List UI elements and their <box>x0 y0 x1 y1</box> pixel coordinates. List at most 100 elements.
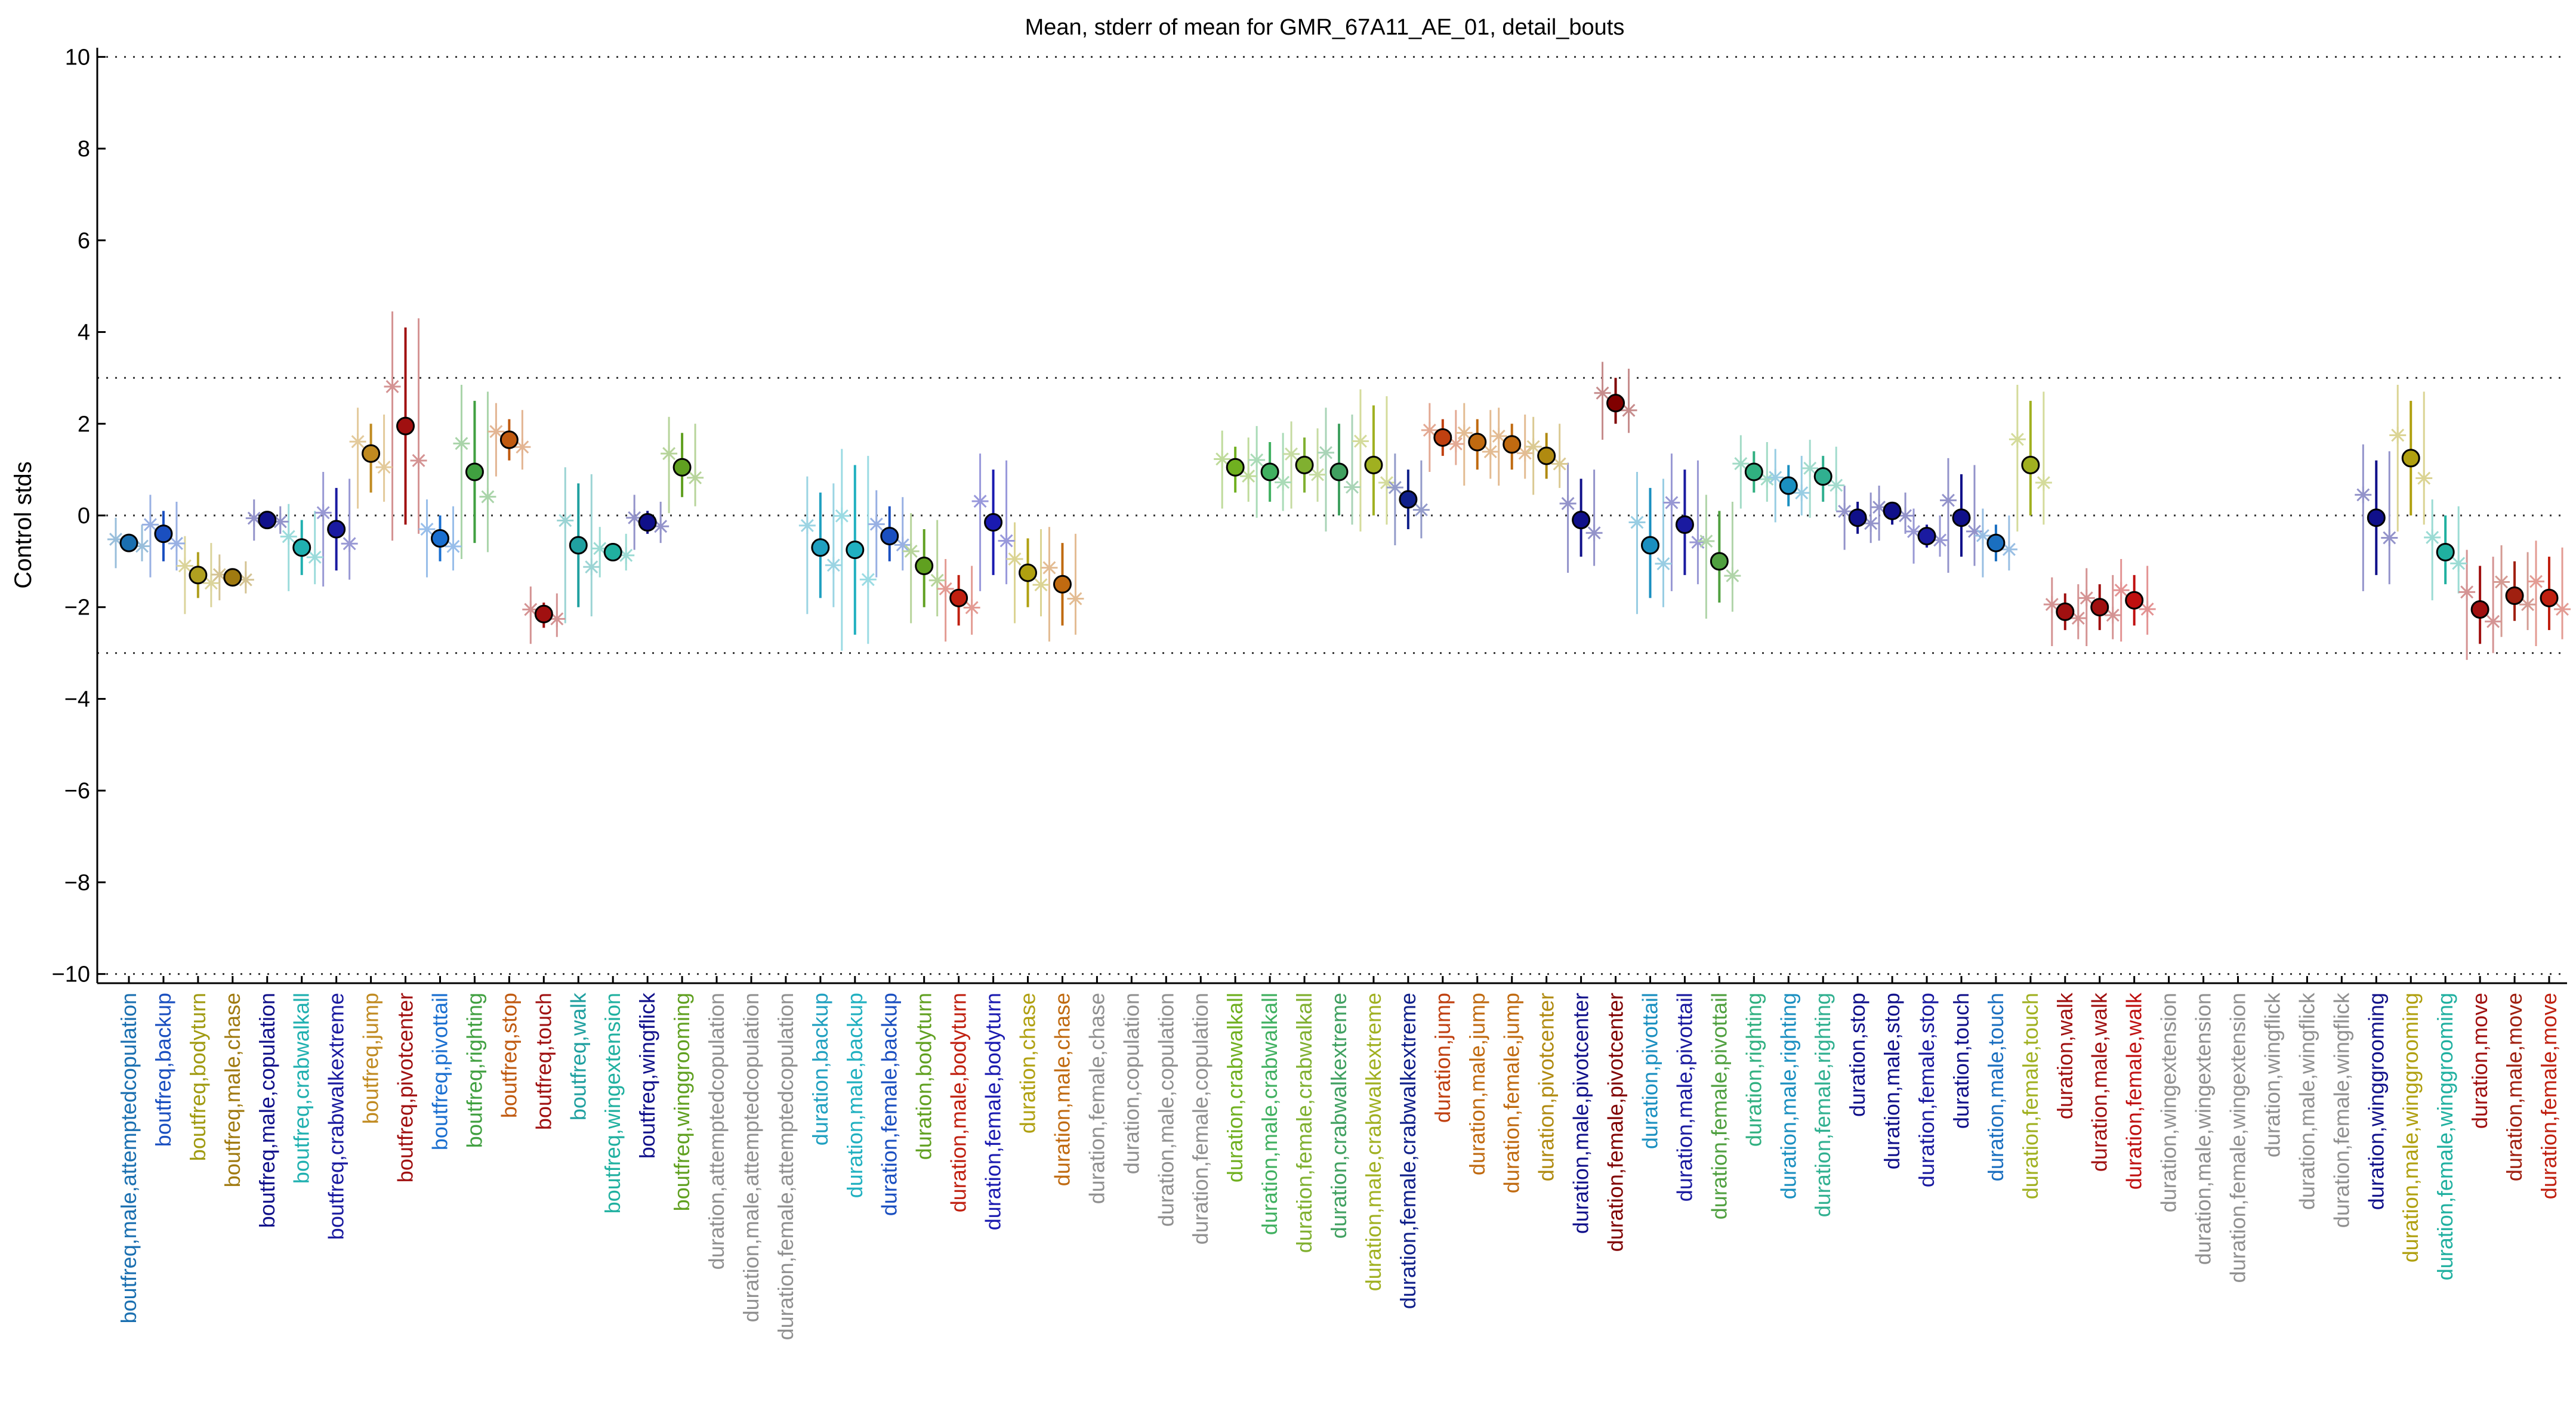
sample-mark-stroke <box>1942 493 1955 507</box>
sample-mark-stroke <box>135 539 149 553</box>
sample-mark-stroke <box>1242 470 1255 483</box>
mean-point <box>2540 588 2559 607</box>
sample-mark-stroke <box>273 515 287 529</box>
sample-mark <box>1585 524 1603 542</box>
y-tick-label: −10 <box>52 962 90 987</box>
sample-mark-stroke <box>2106 609 2120 622</box>
category-label: duration,male,winggrooming <box>2398 993 2423 1262</box>
sample-mark-stroke <box>2080 591 2093 605</box>
mean-point <box>1883 501 1902 520</box>
sample-mark-stroke <box>1034 578 1048 592</box>
y-tick-label: −8 <box>64 870 90 895</box>
sample-mark <box>1378 474 1395 492</box>
sample-mark-stroke <box>1492 430 1506 443</box>
sample-mark <box>2450 555 2467 572</box>
mean-point <box>569 536 588 555</box>
category-label: boutfreq,walk <box>566 992 590 1120</box>
mean-point <box>119 533 138 552</box>
category-label: duration,touch <box>1949 993 1973 1129</box>
sample-mark-stroke <box>1553 457 1566 471</box>
sample-mark <box>479 488 496 505</box>
mean-point <box>672 458 692 477</box>
category-label: duration,male,crabwalkall <box>1257 993 1282 1235</box>
sample-mark <box>937 580 954 597</box>
sample-mark-stroke <box>2010 433 2024 446</box>
sample-mark-stroke <box>1346 480 1359 494</box>
sample-mark <box>2381 529 2398 546</box>
sample-mark-stroke <box>1726 569 1739 583</box>
sample-mark-stroke <box>896 538 909 552</box>
mean-point <box>2436 542 2455 561</box>
sample-mark-stroke <box>1587 526 1601 540</box>
category-label: duration,righting <box>1741 993 1766 1147</box>
sample-mark-stroke <box>628 511 641 524</box>
category-label: boutfreq,bodyturn <box>186 993 210 1161</box>
sample-mark <box>1447 436 1464 453</box>
sample-mark <box>1490 428 1507 445</box>
sample-mark <box>859 571 877 588</box>
category-label: duration,male,pivotcenter <box>1569 993 1593 1234</box>
category-label: boutfreq,winggrooming <box>670 993 694 1211</box>
sample-mark-stroke <box>109 533 122 546</box>
category-label: duration,female,chase <box>1084 993 1109 1204</box>
sample-mark-stroke <box>1449 437 1463 451</box>
sample-mark <box>1516 444 1534 462</box>
sample-mark <box>1732 455 1750 473</box>
sample-mark <box>280 528 297 545</box>
sample-mark-stroke <box>385 380 399 393</box>
category-label: boutfreq,male,attemptedcopulation <box>116 993 141 1323</box>
sample-mark <box>2519 596 2537 613</box>
sample-mark-stroke <box>282 530 295 543</box>
sample-mark <box>661 445 678 462</box>
category-label: boutfreq,righting <box>462 993 486 1148</box>
sample-mark-stroke <box>1656 557 1670 570</box>
sample-mark <box>1628 514 1646 531</box>
sample-mark <box>1793 484 1810 502</box>
sample-mark <box>1412 501 1430 518</box>
mean-point <box>846 541 865 560</box>
sample-mark-stroke <box>1769 471 1782 484</box>
category-label: duration,pivottail <box>1637 993 1662 1149</box>
mean-point <box>1503 435 1522 454</box>
mean-point <box>1053 575 1072 594</box>
sample-mark-stroke <box>1838 505 1852 518</box>
category-label: duration,female,pivotcenter <box>1603 993 1628 1252</box>
sample-mark <box>1214 450 1231 468</box>
category-label: duration,wingextension <box>2157 993 2181 1212</box>
sample-mark <box>2493 573 2510 591</box>
sample-mark-stroke <box>930 573 944 587</box>
sample-mark <box>2112 582 2130 599</box>
sample-mark-stroke <box>1872 501 1886 514</box>
sample-mark-stroke <box>800 518 814 532</box>
sample-mark-stroke <box>1699 535 1713 548</box>
category-label: duration,female,crabwalkall <box>1292 993 1316 1253</box>
mean-point <box>189 566 208 585</box>
sample-mark <box>963 599 980 616</box>
category-label: duration,copulation <box>1119 993 1143 1174</box>
sample-mark <box>168 535 185 552</box>
sample-mark-stroke <box>593 542 607 555</box>
sample-mark-stroke <box>2486 614 2500 628</box>
sample-mark-stroke <box>2556 603 2569 616</box>
category-label: duration,male,crabwalkextreme <box>1361 993 1386 1291</box>
sample-mark-stroke <box>308 550 322 564</box>
mean-point <box>1019 563 1038 582</box>
mean-point <box>811 538 830 557</box>
sample-mark-stroke <box>1069 592 1082 606</box>
sample-mark-stroke <box>904 544 918 558</box>
y-tick-label: 8 <box>78 137 90 162</box>
sample-mark <box>1724 567 1741 585</box>
mean-point <box>2125 591 2144 610</box>
mean-point <box>1606 394 1625 413</box>
sample-mark <box>1386 479 1403 496</box>
mean-point <box>880 527 899 546</box>
error-bars <box>115 311 2563 660</box>
sample-mark-stroke <box>1380 476 1393 490</box>
sample-mark-stroke <box>178 559 192 573</box>
category-label: duration,bodyturn <box>912 993 936 1160</box>
sample-mark <box>1309 466 1326 483</box>
sample-mark <box>375 459 393 476</box>
sample-mark-stroke <box>481 490 495 504</box>
sample-mark <box>141 516 159 533</box>
sample-mark-stroke <box>2495 575 2509 589</box>
